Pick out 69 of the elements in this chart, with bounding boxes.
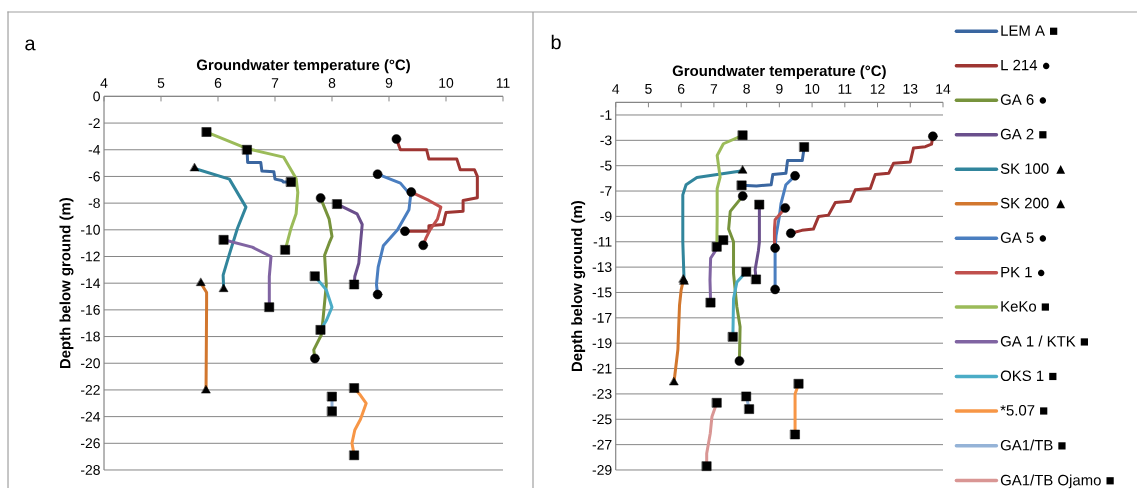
legend-label: SK 100 ▲ — [1000, 163, 1066, 175]
x-tick-label: 14 — [936, 84, 951, 94]
legend-label: KeKo ■ — [1001, 301, 1049, 312]
y-tick-label: -1 — [600, 110, 612, 120]
x-tick-label: 4 — [612, 84, 620, 94]
y-axis-title: Depth below ground (m) — [571, 201, 586, 372]
x-tick-label: 13 — [903, 84, 918, 94]
y-tick-label: -6 — [88, 171, 100, 182]
y-tick-label: -29 — [592, 465, 612, 476]
legend-label: L 214 ● — [1001, 59, 1050, 71]
x-tick-label: 5 — [645, 84, 652, 94]
legend-label: GA 1 / KTK ■ — [1000, 335, 1088, 347]
legend-label: GA1/TB ■ — [1000, 439, 1066, 451]
y-tick-label: -24 — [80, 411, 101, 422]
x-tick-label: 10 — [439, 78, 454, 88]
y-tick-label: -20 — [80, 358, 100, 369]
y-tick-label: -3 — [600, 135, 612, 146]
chart-title: b — [551, 34, 561, 50]
x-tick-label: 7 — [710, 84, 718, 94]
y-tick-label: -16 — [80, 305, 100, 315]
y-tick-label: -7 — [600, 186, 612, 196]
chart-title: a — [25, 39, 36, 51]
y-tick-label: -27 — [592, 439, 612, 450]
x-axis-title: Groundwater temperature (°C) — [672, 65, 886, 80]
x-tick-label: 9 — [776, 84, 783, 94]
y-tick-label: -18 — [80, 331, 100, 342]
y-tick-label: -23 — [592, 389, 612, 399]
y-tick-label: -28 — [80, 465, 100, 476]
legend-label: GA1/TB Ojamo ■ — [1000, 474, 1114, 489]
y-tick-label: -15 — [592, 287, 612, 298]
y-tick-label: -19 — [592, 338, 612, 349]
y-tick-label: -25 — [592, 414, 612, 425]
legend-label: GA 2 ■ — [1000, 128, 1047, 140]
y-tick-label: -5 — [600, 160, 612, 171]
x-tick-label: 9 — [385, 78, 393, 88]
legend-label: LEM A ■ — [1001, 25, 1058, 36]
x-axis-title: Groundwater temperature (°C) — [196, 59, 410, 74]
x-tick-label: 6 — [214, 78, 222, 88]
x-tick-label: 8 — [328, 78, 336, 88]
y-tick-label: -26 — [80, 438, 100, 449]
y-tick-label: -21 — [592, 363, 612, 374]
x-tick-label: 10 — [805, 84, 820, 94]
y-axis-title: Depth below ground (m) — [59, 198, 74, 369]
y-tick-label: -12 — [80, 251, 100, 262]
y-tick-label: -17 — [592, 313, 612, 323]
x-tick-label: 12 — [870, 84, 885, 94]
legend-label: OKS 1 ■ — [1000, 370, 1057, 382]
y-tick-label: -14 — [80, 278, 101, 289]
x-tick-label: 11 — [838, 84, 852, 94]
y-tick-label: -11 — [593, 237, 612, 247]
y-tick-label: 0 — [93, 91, 100, 102]
y-tick-label: -2 — [88, 118, 100, 129]
y-tick-label: -9 — [600, 211, 612, 222]
legend-label: SK 200 ▲ — [1000, 197, 1066, 209]
x-tick-label: 8 — [743, 84, 750, 94]
y-tick-label: -8 — [88, 198, 100, 209]
x-tick-label: 7 — [271, 78, 279, 88]
y-tick-label: -13 — [592, 262, 612, 273]
y-tick-label: -4 — [88, 145, 101, 155]
y-tick-label: -22 — [80, 385, 100, 395]
legend-label: GA 5 ● — [1000, 232, 1047, 244]
y-tick-label: -10 — [80, 224, 100, 235]
x-tick-label: 6 — [677, 84, 685, 94]
legend-label: PK 1 ● — [1001, 267, 1045, 278]
x-tick-label: 11 — [496, 78, 510, 88]
x-tick-label: 5 — [157, 78, 165, 88]
x-tick-label: 4 — [100, 78, 108, 88]
legend-label: GA 6 ● — [1000, 94, 1047, 106]
legend-label: *5.07 ■ — [1000, 405, 1048, 416]
